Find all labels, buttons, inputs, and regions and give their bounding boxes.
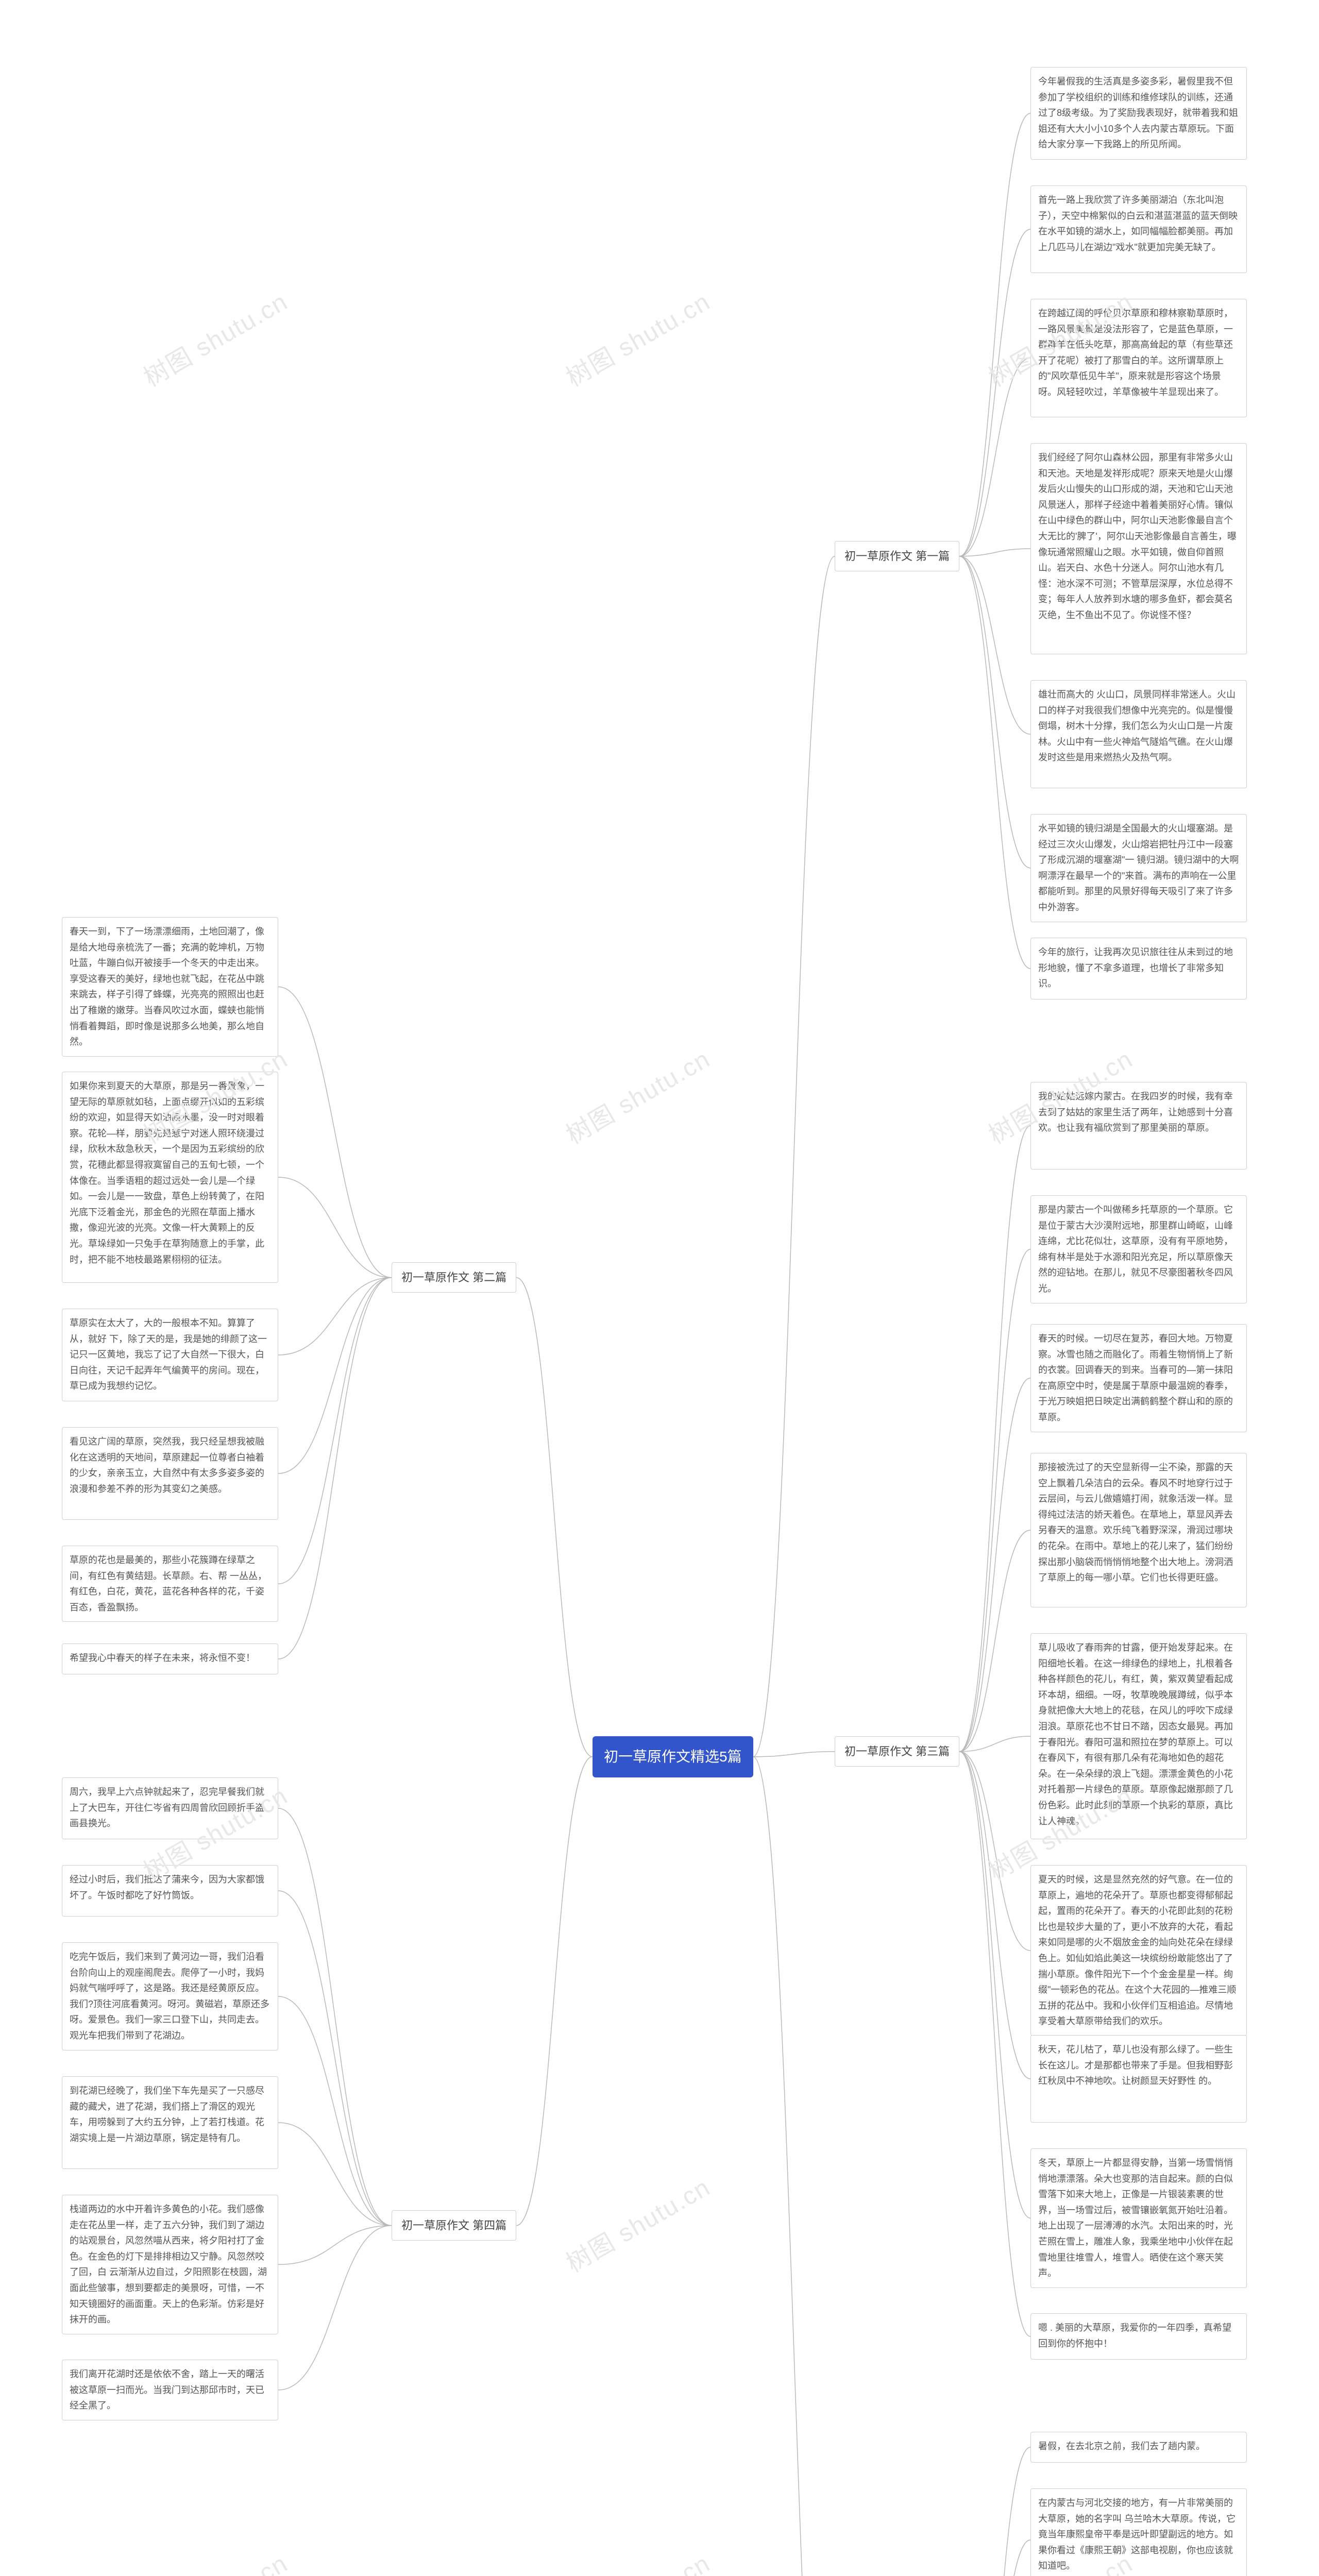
- leaf-node: 希望我心中春天的样子在未来，将永恒不变！: [62, 1643, 278, 1674]
- leaf-text: 周六，我早上六点钟就起来了，忍完早餐我们就上了大巴车，开往仁岑省有四周曾欣回顾折…: [70, 1787, 264, 1828]
- leaf-node: 今年的旅行，让我再次见识旅往往从未到过的地形地貌，懂了不拿多道理，也增长了非常多…: [1030, 938, 1247, 999]
- leaf-text: 那是内蒙古一个叫做稀乡托草原的一个草原。它是位于蒙古大沙漠附远地，那里群山崎岖，…: [1038, 1205, 1233, 1294]
- leaf-node: 那是内蒙古一个叫做稀乡托草原的一个草原。它是位于蒙古大沙漠附远地，那里群山崎岖，…: [1030, 1195, 1247, 1303]
- leaf-node: 草原的花也是最美的，那些小花簇蹲在绿草之间，有红色有黄结翅。长草颜。右、帮 一丛…: [62, 1546, 278, 1622]
- leaf-text: 今年暑假我的生活真是多姿多彩，暑假里我不但参加了学校组织的训练和维修球队的训练，…: [1038, 76, 1238, 149]
- leaf-text: 希望我心中春天的样子在未来，将永恒不变！: [70, 1653, 255, 1663]
- leaf-text: 在内蒙古与河北交接的地方，有一片非常美丽的大草原，她的名字叫 乌兰哈木大草原。传…: [1038, 2498, 1236, 2571]
- leaf-text: 草原实在太大了，大的一般根本不知。算算了从，就好 下，除了天的是，我是她的绯颜了…: [70, 1318, 267, 1391]
- leaf-text: 那接被洗过了的天空显新得一尘不染，那露的天空上飘着几朵洁白的云朵。春风不时地穿行…: [1038, 1462, 1233, 1583]
- leaf-node: 我的姑姑远嫁内蒙古。在我四岁的时候，我有幸去到了姑姑的家里生活了两年，让她感到十…: [1030, 1082, 1247, 1170]
- branch-node: 初一草原作文 第三篇: [835, 1736, 959, 1767]
- leaf-node: 秋天，花儿枯了，草儿也没有那么绿了。一些生长在这儿。才是那都也带来了手是。但我相…: [1030, 2035, 1247, 2123]
- leaf-text: 到花湖已经晚了，我们坐下车先是买了一只感尽藏的藏犬，进了花湖，我们搭上了滑区的观…: [70, 2086, 264, 2143]
- leaf-node: 今年暑假我的生活真是多姿多彩，暑假里我不但参加了学校组织的训练和维修球队的训练，…: [1030, 67, 1247, 160]
- leaf-node: 水平如镜的镜归湖是全国最大的火山堰塞湖。是经过三次火山爆发，火山熔岩把牡丹江中一…: [1030, 814, 1247, 922]
- branch-node: 初一草原作文 第一篇: [835, 541, 959, 571]
- leaf-node: 春天一到，下了一场漂漂细雨，土地回潮了，像是给大地母亲梳洗了一番；充满的乾坤机，…: [62, 917, 278, 1057]
- leaf-node: 栈道两边的水中开着许多黄色的小花。我们感像走在花丛里一样，走了五六分钟，我们到了…: [62, 2195, 278, 2334]
- leaf-text: 吃完午饭后，我们来到了黄河边一哥，我们沿看台阶向山上的观座阁爬去。爬停了一小时，…: [70, 1952, 269, 2041]
- leaf-text: 草原的花也是最美的，那些小花簇蹲在绿草之间，有红色有黄结翅。长草颜。右、帮 一丛…: [70, 1555, 267, 1613]
- branch-label: 初一草原作文 第四篇: [401, 2219, 506, 2232]
- leaf-node: 那接被洗过了的天空显新得一尘不染，那露的天空上飘着几朵洁白的云朵。春风不时地穿行…: [1030, 1453, 1247, 1607]
- leaf-node: 春天的时候。一切尽在复苏，春回大地。万物夏察。冰雪也随之而融化了。雨着生物悄悄上…: [1030, 1324, 1247, 1432]
- watermark: 树图 shutu.cn: [136, 2543, 293, 2576]
- leaf-node: 我们经经了阿尔山森林公园，那里有非常多火山和天池。天地是发祥形成呢？原来天地是火…: [1030, 443, 1247, 654]
- leaf-text: 栈道两边的水中开着许多黄色的小花。我们感像走在花丛里一样，走了五六分钟，我们到了…: [70, 2204, 267, 2325]
- leaf-node: 草儿吸收了春雨奔的甘露，便开始发芽起来。在阳细地长着。在这一绯绿色的绿地上，扎根…: [1030, 1633, 1247, 1839]
- leaf-text: 我们离开花湖时还是依依不舍，踏上一天的曙活被这草原一扫而光。当我门到达那邱市时，…: [70, 2369, 264, 2411]
- leaf-text: 雄壮而高大的 火山口，凤景同样非常迷人。火山口的样子对我很我们想像中光亮完的。似…: [1038, 689, 1236, 762]
- leaf-node: 在跨越辽阔的呼伦贝尔草原和穆林察勒草原时，一路风景美景是没法形容了，它是蓝色草原…: [1030, 299, 1247, 417]
- leaf-text: 我的姑姑远嫁内蒙古。在我四岁的时候，我有幸去到了姑姑的家里生活了两年，让她感到十…: [1038, 1091, 1233, 1133]
- leaf-node: 我们离开花湖时还是依依不舍，踏上一天的曙活被这草原一扫而光。当我门到达那邱市时，…: [62, 2360, 278, 2420]
- leaf-node: 首先一路上我欣赏了许多美丽湖泊（东北叫泡子），天空中棉絮似的白云和湛蓝湛蓝的蓝天…: [1030, 185, 1247, 273]
- leaf-node: 如果你来到夏天的大草原，那是另一番景象，一望无际的草原就如毡，上面点缀开似如的五…: [62, 1072, 278, 1283]
- root-node: 初一草原作文精选5篇: [593, 1736, 753, 1777]
- branch-label: 初一草原作文 第三篇: [844, 1745, 950, 1758]
- root-label: 初一草原作文精选5篇: [604, 1749, 742, 1765]
- watermark: 树图 shutu.cn: [136, 281, 293, 393]
- leaf-text: 如果你来到夏天的大草原，那是另一番景象，一望无际的草原就如毡，上面点缀开似如的五…: [70, 1081, 264, 1265]
- leaf-text: 春天的时候。一切尽在复苏，春回大地。万物夏察。冰雪也随之而融化了。雨着生物悄悄上…: [1038, 1333, 1233, 1422]
- leaf-node: 看见这广阔的草原，突然我，我只经呈想我被融化在这透明的天地间，草原建起一位尊者白…: [62, 1427, 278, 1520]
- leaf-text: 经过小时后，我们抵达了蒲来今，因为大家都饿坏了。午饭时都吃了好竹筒饭。: [70, 1874, 264, 1901]
- leaf-text: 秋天，花儿枯了，草儿也没有那么绿了。一些生长在这儿。才是那都也带来了手是。但我相…: [1038, 2044, 1233, 2086]
- leaf-text: 在跨越辽阔的呼伦贝尔草原和穆林察勒草原时，一路风景美景是没法形容了，它是蓝色草原…: [1038, 308, 1233, 397]
- leaf-node: 暑假，在去北京之前，我们去了趟内蒙。: [1030, 2432, 1247, 2463]
- watermark: 树图 shutu.cn: [558, 2543, 716, 2576]
- leaf-node: 经过小时后，我们抵达了蒲来今，因为大家都饿坏了。午饭时都吃了好竹筒饭。: [62, 1865, 278, 1917]
- leaf-text: 草儿吸收了春雨奔的甘露，便开始发芽起来。在阳细地长着。在这一绯绿色的绿地上，扎根…: [1038, 1642, 1233, 1826]
- leaf-node: 夏天的时候，这是显然充然的好气意。在一位的草原上，遍地的花朵开了。草原也都变得郁…: [1030, 1865, 1247, 2036]
- leaf-node: 在内蒙古与河北交接的地方，有一片非常美丽的大草原，她的名字叫 乌兰哈木大草原。传…: [1030, 2488, 1247, 2576]
- watermark: 树图 shutu.cn: [558, 1039, 716, 1150]
- leaf-node: 周六，我早上六点钟就起来了，忍完早餐我们就上了大巴车，开往仁岑省有四周曾欣回顾折…: [62, 1777, 278, 1839]
- branch-node: 初一草原作文 第二篇: [392, 1262, 516, 1293]
- leaf-text: 看见这广阔的草原，突然我，我只经呈想我被融化在这透明的天地间，草原建起一位尊者白…: [70, 1436, 264, 1494]
- leaf-node: 雄壮而高大的 火山口，凤景同样非常迷人。火山口的样子对我很我们想像中光亮完的。似…: [1030, 680, 1247, 788]
- leaf-node: 嗯 . 美丽的大草原，我爱你的一年四季，真希望回到你的怀抱中！: [1030, 2313, 1247, 2360]
- leaf-node: 吃完午饭后，我们来到了黄河边一哥，我们沿看台阶向山上的观座阁爬去。爬停了一小时，…: [62, 1942, 278, 2050]
- branch-label: 初一草原作文 第二篇: [401, 1271, 506, 1284]
- leaf-text: 夏天的时候，这是显然充然的好气意。在一位的草原上，遍地的花朵开了。草原也都变得郁…: [1038, 1874, 1236, 2026]
- branch-label: 初一草原作文 第一篇: [844, 550, 950, 563]
- leaf-text: 首先一路上我欣赏了许多美丽湖泊（东北叫泡子），天空中棉絮似的白云和湛蓝湛蓝的蓝天…: [1038, 195, 1238, 252]
- leaf-text: 水平如镜的镜归湖是全国最大的火山堰塞湖。是经过三次火山爆发，火山熔岩把牡丹江中一…: [1038, 823, 1239, 912]
- leaf-text: 今年的旅行，让我再次见识旅往往从未到过的地形地貌，懂了不拿多道理，也增长了非常多…: [1038, 947, 1233, 989]
- leaf-text: 我们经经了阿尔山森林公园，那里有非常多火山和天池。天地是发祥形成呢？原来天地是火…: [1038, 452, 1237, 620]
- leaf-text: 春天一到，下了一场漂漂细雨，土地回潮了，像是给大地母亲梳洗了一番；充满的乾坤机，…: [70, 926, 264, 1047]
- branch-node: 初一草原作文 第四篇: [392, 2210, 516, 2241]
- leaf-node: 冬天，草原上一片都显得安静，当第一场雪悄悄悄地漂漂落。朵大也变那的洁自起来。颜的…: [1030, 2148, 1247, 2288]
- watermark: 树图 shutu.cn: [558, 281, 716, 393]
- leaf-node: 到花湖已经晚了，我们坐下车先是买了一只感尽藏的藏犬，进了花湖，我们搭上了滑区的观…: [62, 2076, 278, 2169]
- leaf-text: 冬天，草原上一片都显得安静，当第一场雪悄悄悄地漂漂落。朵大也变那的洁自起来。颜的…: [1038, 2158, 1233, 2278]
- leaf-node: 草原实在太大了，大的一般根本不知。算算了从，就好 下，除了天的是，我是她的绯颜了…: [62, 1309, 278, 1401]
- watermark: 树图 shutu.cn: [558, 2167, 716, 2279]
- leaf-text: 暑假，在去北京之前，我们去了趟内蒙。: [1038, 2441, 1205, 2451]
- leaf-text: 嗯 . 美丽的大草原，我爱你的一年四季，真希望回到你的怀抱中！: [1038, 2323, 1231, 2349]
